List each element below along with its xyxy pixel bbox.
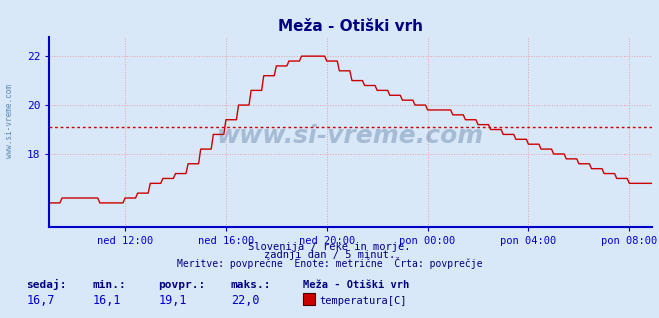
Text: www.si-vreme.com: www.si-vreme.com (217, 124, 484, 148)
Text: www.si-vreme.com: www.si-vreme.com (5, 84, 14, 158)
Text: min.:: min.: (92, 280, 126, 290)
Text: Slovenija / reke in morje.: Slovenija / reke in morje. (248, 242, 411, 252)
Text: temperatura[C]: temperatura[C] (320, 296, 407, 306)
Text: povpr.:: povpr.: (158, 280, 206, 290)
Text: 16,1: 16,1 (92, 294, 121, 307)
Text: Meža - Otiški vrh: Meža - Otiški vrh (303, 280, 409, 290)
Text: zadnji dan / 5 minut.: zadnji dan / 5 minut. (264, 250, 395, 260)
Text: Meritve: povprečne  Enote: metrične  Črta: povprečje: Meritve: povprečne Enote: metrične Črta:… (177, 257, 482, 269)
Text: sedaj:: sedaj: (26, 279, 67, 290)
Title: Meža - Otiški vrh: Meža - Otiški vrh (278, 19, 424, 34)
Text: 19,1: 19,1 (158, 294, 186, 307)
Text: 22,0: 22,0 (231, 294, 259, 307)
Text: maks.:: maks.: (231, 280, 271, 290)
Text: 16,7: 16,7 (26, 294, 55, 307)
